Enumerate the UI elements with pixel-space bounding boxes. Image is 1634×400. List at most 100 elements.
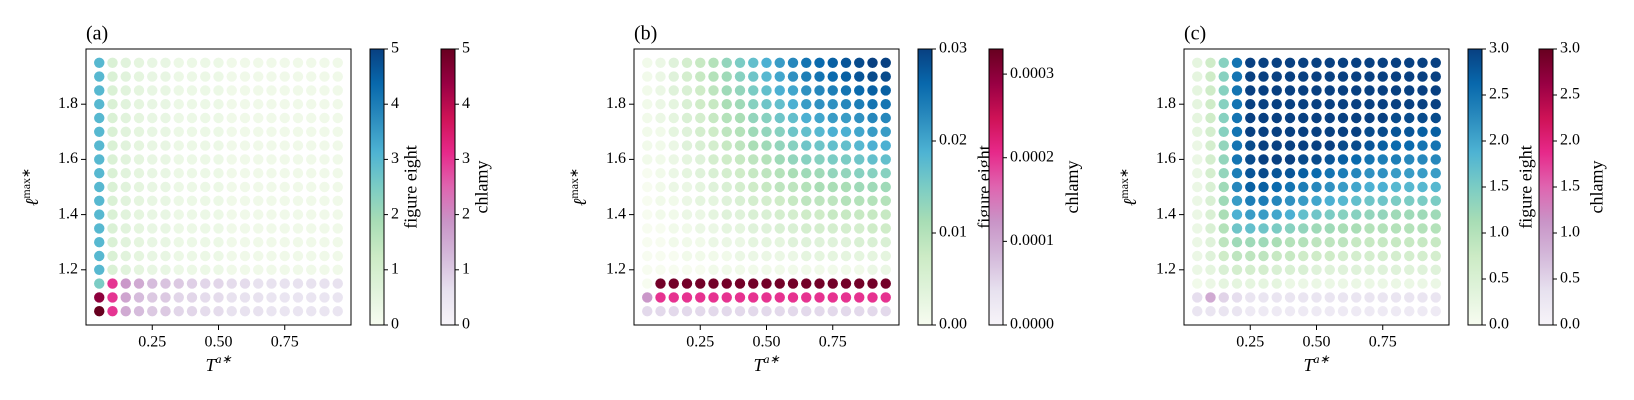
point xyxy=(279,85,290,96)
point xyxy=(226,209,237,220)
point xyxy=(1430,71,1441,82)
point xyxy=(239,292,251,303)
point xyxy=(814,250,825,262)
point xyxy=(1258,99,1269,110)
point xyxy=(1245,181,1256,193)
point xyxy=(681,264,693,275)
point xyxy=(748,306,759,317)
point xyxy=(1377,195,1388,206)
point xyxy=(1364,250,1375,262)
point xyxy=(761,250,772,262)
point xyxy=(867,306,878,317)
point xyxy=(1218,292,1229,303)
point xyxy=(173,140,184,151)
point xyxy=(94,181,105,193)
point xyxy=(1218,250,1229,262)
point xyxy=(107,237,118,248)
point xyxy=(867,223,878,234)
point xyxy=(1271,237,1282,248)
point xyxy=(708,209,719,220)
point xyxy=(1258,237,1269,248)
point xyxy=(1205,71,1216,82)
point xyxy=(319,140,330,151)
point xyxy=(814,71,825,82)
point xyxy=(840,223,852,234)
point xyxy=(1231,181,1243,193)
point xyxy=(1417,181,1428,193)
point xyxy=(880,292,891,303)
point xyxy=(1192,292,1203,303)
point xyxy=(695,71,706,82)
point xyxy=(681,209,693,220)
point xyxy=(266,237,277,248)
point xyxy=(133,99,145,110)
point xyxy=(1337,264,1349,275)
point xyxy=(332,57,343,68)
point xyxy=(1271,168,1282,179)
point xyxy=(186,306,198,317)
point xyxy=(1364,264,1375,275)
point xyxy=(319,306,330,317)
point xyxy=(867,195,878,206)
point xyxy=(1231,292,1243,303)
point xyxy=(1205,85,1216,96)
point xyxy=(761,278,772,289)
point xyxy=(292,264,304,275)
colorbar-tick-label: 1.5 xyxy=(1560,178,1580,195)
point xyxy=(332,306,343,317)
point xyxy=(1192,99,1203,110)
point xyxy=(319,292,330,303)
point xyxy=(1417,57,1428,68)
point xyxy=(801,209,812,220)
point xyxy=(748,223,759,234)
point xyxy=(867,57,878,68)
point xyxy=(1417,71,1428,82)
point xyxy=(107,250,118,262)
point xyxy=(319,278,330,289)
point xyxy=(814,237,825,248)
point xyxy=(1430,112,1441,124)
point xyxy=(854,237,865,248)
point xyxy=(721,292,732,303)
point xyxy=(721,112,732,124)
point xyxy=(748,85,759,96)
point xyxy=(787,126,799,137)
point xyxy=(94,223,105,234)
point xyxy=(761,181,772,193)
point xyxy=(1245,140,1256,151)
point xyxy=(801,71,812,82)
point xyxy=(1377,168,1388,179)
point xyxy=(854,85,865,96)
point xyxy=(226,168,237,179)
point xyxy=(1364,85,1375,96)
point xyxy=(840,264,852,275)
point xyxy=(827,278,838,289)
point xyxy=(668,126,679,137)
point xyxy=(801,181,812,193)
point xyxy=(1258,168,1269,179)
point xyxy=(147,140,158,151)
colorbar-tick-label: 1.0 xyxy=(1560,224,1580,241)
point xyxy=(94,250,105,262)
point xyxy=(1351,237,1362,248)
point xyxy=(801,85,812,96)
point xyxy=(854,306,865,317)
point xyxy=(1377,57,1388,68)
point xyxy=(867,209,878,220)
point xyxy=(642,85,653,96)
point xyxy=(668,140,679,151)
point xyxy=(120,306,131,317)
point xyxy=(655,209,666,220)
point xyxy=(1311,181,1322,193)
point xyxy=(774,250,785,262)
point xyxy=(827,112,838,124)
point xyxy=(1417,264,1428,275)
point xyxy=(1205,112,1216,124)
point xyxy=(1284,181,1296,193)
point xyxy=(854,250,865,262)
point xyxy=(681,99,693,110)
point xyxy=(1245,126,1256,137)
point xyxy=(1311,306,1322,317)
point xyxy=(748,250,759,262)
point xyxy=(1271,57,1282,68)
